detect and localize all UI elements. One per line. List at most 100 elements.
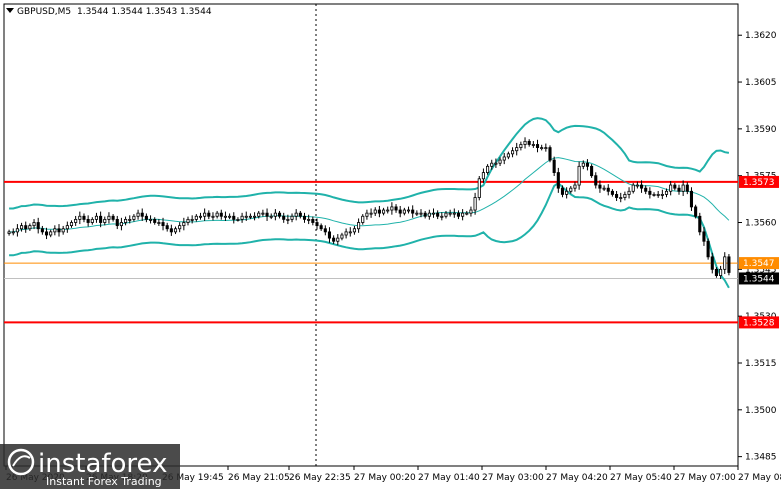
candle-body (219, 212, 223, 217)
candle-body (161, 222, 165, 227)
candle-body (178, 225, 182, 230)
candle-body (203, 212, 207, 217)
candle-body (535, 144, 540, 148)
candle-body (223, 215, 227, 218)
candle-body (473, 197, 477, 211)
watermark: instaforex Instant Forex Trading (0, 444, 180, 489)
candle-body (498, 159, 502, 164)
candle-body (315, 222, 319, 227)
candle-body (573, 184, 577, 189)
lower-band-line (9, 181, 730, 289)
candle-body (7, 231, 11, 234)
dropdown-triangle-icon[interactable] (6, 8, 14, 13)
candle-body (207, 212, 211, 217)
candle-body (277, 212, 282, 217)
y-tick-label: 1.3605 (745, 78, 777, 88)
candle-body (36, 222, 40, 230)
candle-body (228, 215, 232, 218)
candle-body (685, 184, 689, 192)
candle-body (406, 209, 411, 212)
candle-body (431, 212, 436, 215)
x-tick-label: 27 May 05:40 (610, 473, 672, 483)
candle-body (506, 153, 510, 158)
candle-body (15, 228, 19, 233)
candle-body (173, 228, 178, 233)
candle-body (594, 175, 598, 186)
candle-body (65, 225, 69, 230)
candle-body (273, 212, 277, 217)
level-tag-label: 1.3573 (743, 178, 775, 188)
y-tick-label: 1.3560 (745, 219, 777, 229)
candle-body (186, 218, 190, 223)
chart-header: GBPUSD,M5 1.3544 1.3544 1.3543 1.3544 (6, 7, 212, 17)
candle-body (606, 187, 610, 192)
candle-body (323, 228, 327, 233)
candle-body (585, 162, 589, 167)
candle-body (115, 218, 119, 227)
level-tag-label: 1.3528 (743, 318, 775, 328)
candle-body (82, 215, 86, 220)
candle-body (20, 225, 24, 230)
candle-body (28, 225, 32, 230)
candle-body (481, 172, 485, 180)
y-tick-label: 1.3500 (745, 406, 777, 416)
instaforex-logo-icon (7, 448, 35, 476)
candle-body (140, 212, 144, 217)
candle-body (615, 194, 619, 198)
candle-body (436, 212, 440, 217)
candle-body (136, 212, 140, 217)
candle-body (627, 190, 631, 195)
candle-body (382, 209, 386, 214)
current-price-tag (739, 272, 779, 285)
candle-body (269, 215, 273, 218)
candle-body (128, 218, 132, 221)
x-tick-label: 27 May 01:40 (418, 473, 480, 483)
candle-body (40, 228, 44, 233)
candle-body (714, 268, 718, 276)
candle-body (265, 212, 269, 217)
candle-body (402, 209, 406, 214)
candle-body (456, 212, 461, 217)
candle-body (319, 225, 323, 230)
level-tag (739, 316, 779, 329)
candle-body (294, 212, 298, 217)
x-tick-label: 27 May 08:20 (738, 473, 781, 483)
candle-body (361, 215, 365, 223)
candle-body (182, 222, 186, 227)
candle-body (590, 165, 594, 177)
candle-body (544, 147, 548, 149)
candle-body (49, 231, 53, 236)
candle-body (248, 215, 252, 218)
candle-body (311, 218, 315, 223)
candle-body (61, 228, 65, 233)
candle-body (190, 218, 194, 221)
candle-body (53, 228, 57, 233)
candle-body (710, 256, 714, 270)
candle-body (527, 140, 531, 145)
candle-body (727, 256, 731, 273)
candle-body (132, 215, 136, 220)
y-tick-label: 1.3590 (745, 125, 777, 135)
plot-area (3, 3, 739, 467)
symbol-label: GBPUSD,M5 (17, 7, 71, 17)
candle-body (107, 215, 111, 220)
candle-body (386, 209, 390, 212)
candle-body (32, 222, 36, 227)
candle-body (390, 206, 394, 211)
candle-body (232, 215, 236, 220)
candle-body (502, 156, 506, 161)
price-tags: 1.3573 1.3528 1.3547 1.3544 (739, 175, 779, 329)
x-tick-label: 27 May 04:20 (546, 473, 608, 483)
x-tick-label: 27 May 07:00 (674, 473, 736, 483)
bid-tag-label: 1.3547 (743, 259, 775, 269)
candle-body (169, 228, 173, 233)
candle-body (211, 215, 215, 218)
candle-body (144, 215, 148, 220)
candle-body (569, 187, 573, 192)
candle-body (598, 184, 602, 189)
candle-body (90, 218, 94, 223)
candle-body (644, 187, 648, 192)
y-tick-label: 1.3515 (745, 359, 777, 369)
candle-body (602, 187, 606, 190)
